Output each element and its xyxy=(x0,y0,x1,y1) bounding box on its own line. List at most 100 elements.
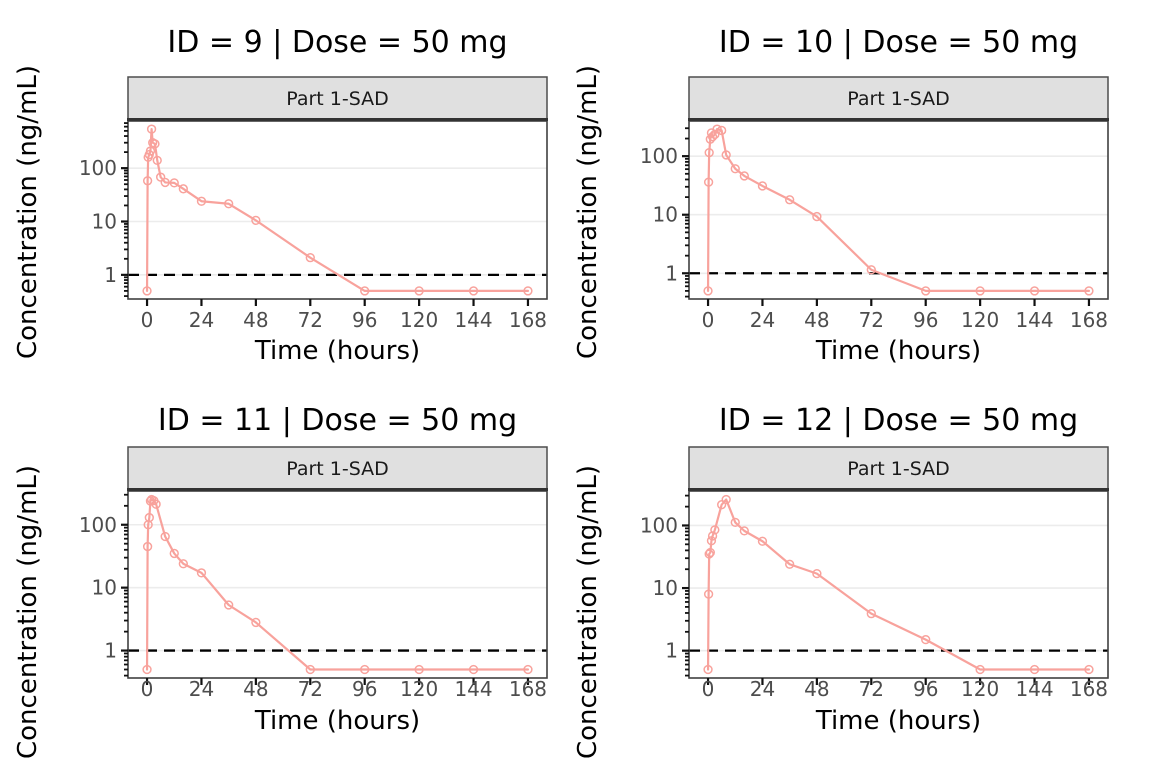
pk-panel-id-11: Part 1-SAD 0 24 48 72 96 120 144 168 1 10 100 ID = 1… xyxy=(0,384,576,768)
pk-chart-id-9: Part 1-SAD 0 24 48 72 96 120 144 168 1 10 100 ID = 9… xyxy=(13,25,548,366)
x-axis-title: Time (hours) xyxy=(254,706,420,736)
data-point-marker xyxy=(975,664,985,675)
x-tick-label: 24 xyxy=(189,308,214,332)
x-axis-title: Time (hours) xyxy=(815,706,981,736)
data-point-marker xyxy=(144,512,154,523)
y-tick-label: 10 xyxy=(653,576,678,600)
data-point-marker xyxy=(146,124,157,134)
x-tick-label: 144 xyxy=(1015,677,1053,701)
data-point-marker xyxy=(523,286,533,296)
x-tick-label: 24 xyxy=(189,677,214,701)
x-tick-label: 72 xyxy=(298,677,323,701)
x-tick-label: 96 xyxy=(913,308,938,332)
x-tick-label: 144 xyxy=(454,308,492,332)
data-point-marker xyxy=(812,211,822,222)
x-tick-label: 0 xyxy=(702,677,715,701)
data-point-marker xyxy=(921,286,931,296)
y-tick-label: 100 xyxy=(640,144,678,168)
x-tick-label: 48 xyxy=(804,677,829,701)
x-tick-label: 144 xyxy=(454,677,492,701)
x-tick-label: 144 xyxy=(1015,308,1053,332)
data-point-marker xyxy=(360,664,370,675)
data-point-marker xyxy=(523,664,533,675)
x-tick-label: 96 xyxy=(352,677,377,701)
data-point-marker xyxy=(305,253,315,263)
facet-strip xyxy=(127,446,548,491)
data-point-marker xyxy=(414,664,424,675)
data-point-marker xyxy=(757,181,768,191)
x-tick-label: 24 xyxy=(750,308,775,332)
panel-border xyxy=(127,120,548,300)
panel-title: ID = 12 | Dose = 50 mg xyxy=(719,403,1078,438)
data-point-marker xyxy=(151,499,161,509)
data-point-marker xyxy=(142,176,153,186)
pk-panel-id-12: Part 1-SAD 0 24 48 72 96 120 144 168 1 10 100 ID = 1… xyxy=(576,384,1152,768)
panel-title: ID = 11 | Dose = 50 mg xyxy=(158,403,517,438)
y-tick-label: 100 xyxy=(640,513,678,537)
data-point-marker xyxy=(706,536,717,546)
data-point-marker xyxy=(716,500,727,510)
data-point-marker xyxy=(160,531,170,542)
data-point-marker xyxy=(1029,286,1040,296)
data-point-marker xyxy=(251,617,261,628)
x-tick-label: 96 xyxy=(352,308,377,332)
series-line xyxy=(706,127,1091,293)
data-point-marker xyxy=(866,609,876,619)
x-tick-label: 48 xyxy=(804,308,829,332)
data-point-marker xyxy=(160,177,170,188)
pk-chart-id-10: Part 1-SAD 0 24 48 72 96 120 144 168 1 10 100 ID = 1… xyxy=(576,25,1109,366)
data-point-marker xyxy=(710,525,720,535)
data-point-marker xyxy=(704,147,714,158)
data-point-marker xyxy=(739,171,749,181)
data-point-marker xyxy=(975,286,985,296)
data-point-marker xyxy=(703,664,713,675)
y-axis-title: Concentration (ng/mL) xyxy=(576,465,603,759)
data-point-marker xyxy=(178,559,188,569)
y-tick-label: 1 xyxy=(665,639,678,663)
x-tick-label: 168 xyxy=(1070,677,1108,701)
x-tick-label: 72 xyxy=(859,677,884,701)
x-tick-label: 120 xyxy=(961,308,999,332)
x-tick-label: 48 xyxy=(243,308,268,332)
x-tick-label: 168 xyxy=(509,308,547,332)
y-tick-label: 10 xyxy=(92,210,117,234)
data-point-marker xyxy=(150,139,160,149)
y-axis-title: Concentration (ng/mL) xyxy=(576,65,603,359)
y-tick-label: 100 xyxy=(79,513,117,537)
data-point-marker xyxy=(710,129,720,140)
data-point-marker xyxy=(921,634,931,645)
data-point-marker xyxy=(812,568,822,579)
x-tick-label: 96 xyxy=(913,677,938,701)
data-point-marker xyxy=(707,531,718,541)
strip-label: Part 1-SAD xyxy=(847,88,950,110)
x-tick-label: 0 xyxy=(702,308,715,332)
series-line xyxy=(706,498,1091,671)
data-point-marker xyxy=(757,536,768,546)
data-point-marker xyxy=(739,526,749,536)
data-point-marker xyxy=(703,177,714,187)
facet-strip xyxy=(688,76,1109,121)
x-axis-title: Time (hours) xyxy=(254,336,420,366)
data-point-marker xyxy=(1029,664,1040,675)
strip-label: Part 1-SAD xyxy=(847,458,950,480)
data-point-marker xyxy=(360,286,370,296)
series-line xyxy=(145,127,530,293)
data-point-marker xyxy=(866,265,876,275)
data-point-marker xyxy=(705,547,715,558)
y-tick-label: 10 xyxy=(92,576,117,600)
x-tick-label: 0 xyxy=(141,308,154,332)
y-tick-label: 10 xyxy=(653,203,678,227)
data-point-marker xyxy=(1084,286,1094,296)
y-axis-title: Concentration (ng/mL) xyxy=(13,65,43,359)
data-point-marker xyxy=(785,195,795,205)
data-point-marker xyxy=(196,568,207,578)
y-tick-label: 1 xyxy=(104,263,117,287)
x-tick-label: 24 xyxy=(750,677,775,701)
series-line xyxy=(145,498,530,671)
panel-title: ID = 10 | Dose = 50 mg xyxy=(719,25,1078,60)
x-tick-label: 120 xyxy=(961,677,999,701)
strip-label: Part 1-SAD xyxy=(286,458,389,480)
data-point-marker xyxy=(712,124,722,134)
y-axis-title: Concentration (ng/mL) xyxy=(13,465,43,759)
